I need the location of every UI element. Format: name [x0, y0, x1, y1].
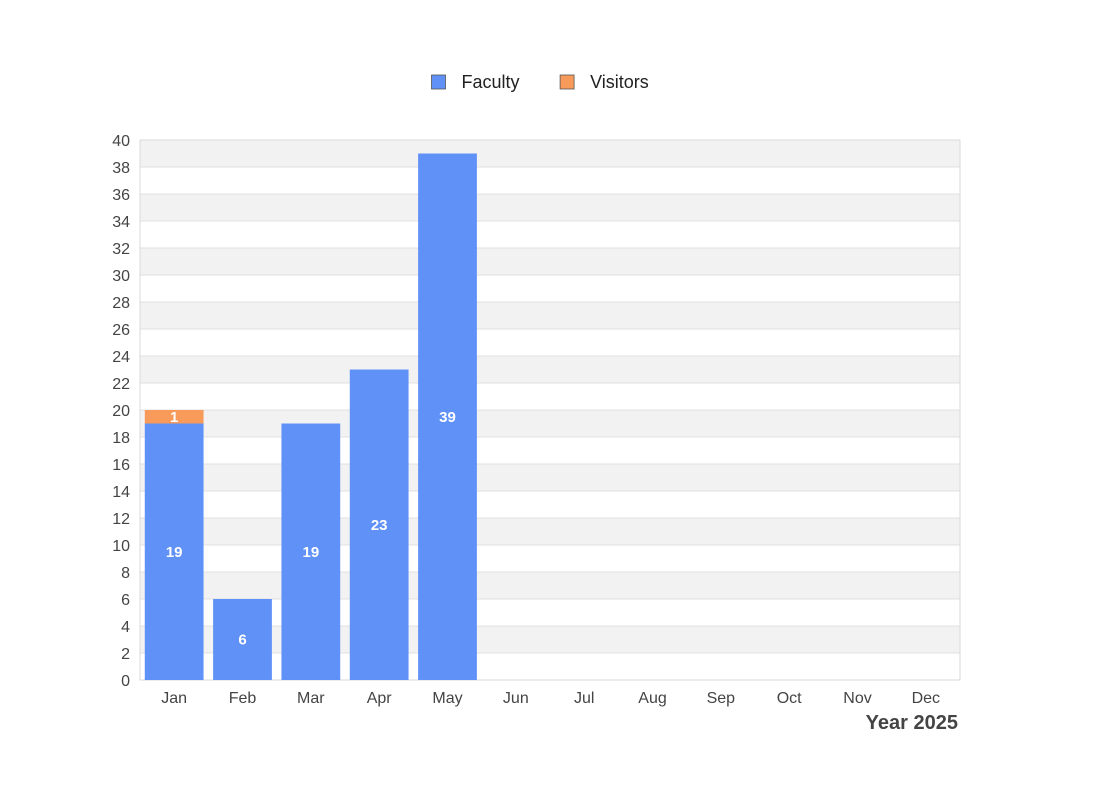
plot-background-bands [140, 140, 960, 680]
x-tick-label-apr: Apr [367, 690, 393, 707]
y-tick-label: 6 [121, 592, 130, 609]
grid-band [140, 248, 960, 275]
y-tick-label: 14 [112, 484, 130, 501]
bar-faculty-may [418, 153, 477, 680]
grid-band [140, 572, 960, 599]
grid-band [140, 410, 960, 437]
grid-band [140, 302, 960, 329]
y-tick-label: 40 [112, 133, 130, 150]
y-tick-label: 26 [112, 322, 130, 339]
y-tick-label: 38 [112, 160, 130, 177]
grid-band [140, 491, 960, 518]
grid-band [140, 626, 960, 653]
y-tick-label: 8 [121, 565, 130, 582]
y-tick-label: 28 [112, 295, 130, 312]
bars [144, 153, 477, 680]
grid-band [140, 275, 960, 302]
bar-faculty-jan [144, 423, 204, 680]
legend-label-visitors: Visitors [590, 72, 649, 92]
plot-area-frame [139, 139, 961, 681]
x-tick-label-mar: Mar [297, 690, 325, 707]
y-tick-label: 10 [112, 538, 130, 555]
x-axis-tick-labels: Jan Feb Mar Apr May Jun Jul Aug Sep Oct Nov Dec [161, 690, 940, 707]
legend-swatch-visitors [559, 74, 575, 90]
y-tick-label: 0 [121, 673, 130, 690]
bar-visitors-jan [144, 410, 204, 424]
grid-band [140, 356, 960, 383]
data-label-faculty-may: 39 [439, 409, 456, 426]
y-tick-label: 32 [112, 241, 130, 258]
legend-item-visitors: Visitors [559, 72, 649, 92]
legend: Faculty Visitors [431, 72, 649, 92]
y-tick-label: 22 [112, 376, 130, 393]
grid-band [140, 167, 960, 194]
y-tick-label: 24 [112, 349, 130, 366]
grid-band [140, 545, 960, 572]
grid-band [140, 329, 960, 356]
grid-band [140, 518, 960, 545]
x-tick-label-jan: Jan [161, 690, 187, 707]
legend-item-faculty: Faculty [431, 72, 520, 92]
legend-swatch-faculty [431, 74, 446, 90]
bar-faculty-mar [281, 423, 341, 680]
grid-band [140, 599, 960, 626]
x-tick-label-dec: Dec [912, 690, 940, 707]
grid-band [140, 194, 960, 221]
y-tick-label: 34 [112, 214, 130, 231]
y-tick-label: 36 [112, 187, 130, 204]
grid-band [140, 221, 960, 248]
x-tick-label-oct: Oct [777, 690, 802, 707]
y-tick-label: 4 [121, 619, 130, 636]
y-tick-label: 20 [112, 403, 130, 420]
x-tick-label-sep: Sep [707, 690, 736, 707]
grid-band [140, 653, 960, 680]
x-tick-label-jul: Jul [574, 690, 594, 707]
data-labels: 19 6 19 23 39 1 [166, 409, 456, 649]
y-tick-label: 16 [112, 457, 130, 474]
y-tick-label: 2 [121, 646, 130, 663]
y-tick-label: 18 [112, 430, 130, 447]
grid-band [140, 383, 960, 410]
y-tick-label: 12 [112, 511, 130, 528]
data-label-faculty-apr: 23 [371, 517, 388, 534]
data-label-visitors-jan: 1 [170, 409, 178, 426]
bar-faculty-apr [349, 369, 409, 680]
x-tick-label-jun: Jun [503, 690, 529, 707]
x-tick-label-feb: Feb [229, 690, 257, 707]
data-label-faculty-feb: 6 [238, 632, 246, 649]
grid-band [140, 140, 960, 167]
grid-band [140, 464, 960, 491]
x-tick-label-nov: Nov [843, 690, 871, 707]
data-label-faculty-jan: 19 [166, 544, 183, 561]
grid-band [140, 437, 960, 464]
bar-faculty-feb [213, 599, 272, 680]
x-axis-title: Year 2025 [866, 712, 958, 734]
x-tick-label-aug: Aug [638, 690, 666, 707]
legend-label-faculty: Faculty [462, 72, 520, 92]
x-tick-label-may: May [432, 690, 462, 707]
data-label-faculty-mar: 19 [302, 544, 319, 561]
y-tick-label: 30 [112, 268, 130, 285]
